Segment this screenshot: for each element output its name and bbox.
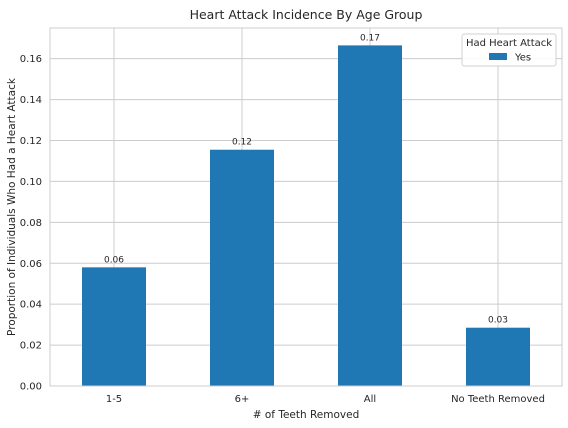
x-tick-label: 1-5 (106, 394, 122, 405)
data-labels: 0.06 0.12 0.17 0.03 (104, 33, 508, 325)
y-tick-label: 0.12 (20, 136, 42, 147)
y-tick-label: 0.08 (20, 218, 42, 229)
plot-frame (49, 27, 563, 387)
x-tick-label: 6+ (235, 394, 250, 405)
x-axis-label: # of Teeth Removed (253, 409, 360, 421)
y-axis-ticks: 0.00 0.02 0.04 0.06 0.08 0.10 0.12 0.14 0.16 (20, 54, 42, 392)
y-tick-label: 0.06 (20, 259, 42, 270)
bar-all (338, 45, 402, 386)
bar-1-5 (82, 267, 146, 386)
bar-value-label: 0.12 (232, 138, 252, 148)
chart-title: Heart Attack Incidence By Age Group (190, 7, 423, 22)
bar-6- (210, 149, 274, 386)
y-tick-label: 0.16 (20, 54, 42, 65)
legend-entry: Yes (514, 53, 531, 64)
legend-title: Had Heart Attack (466, 38, 552, 49)
bars (82, 45, 530, 386)
y-tick-label: 0.04 (20, 300, 42, 311)
bar-value-label: 0.03 (488, 316, 508, 326)
x-axis-ticks: 1-5 6+ All No Teeth Removed (106, 394, 545, 405)
y-tick-label: 0.14 (20, 95, 42, 106)
y-tick-label: 0.02 (20, 341, 42, 352)
legend-box (461, 33, 557, 67)
x-tick-label: No Teeth Removed (451, 394, 545, 405)
bar-no-teeth-removed (466, 327, 530, 386)
bar-value-label: 0.17 (360, 33, 380, 43)
legend: Had Heart Attack Yes (461, 33, 557, 67)
legend-swatch (489, 53, 507, 60)
bar-value-label: 0.06 (104, 255, 124, 265)
y-axis-label: Proportion of Individuals Who Had a Hear… (6, 77, 18, 336)
y-tick-label: 0.00 (20, 382, 42, 393)
x-tick-label: All (364, 394, 376, 405)
y-tick-label: 0.10 (20, 177, 42, 188)
